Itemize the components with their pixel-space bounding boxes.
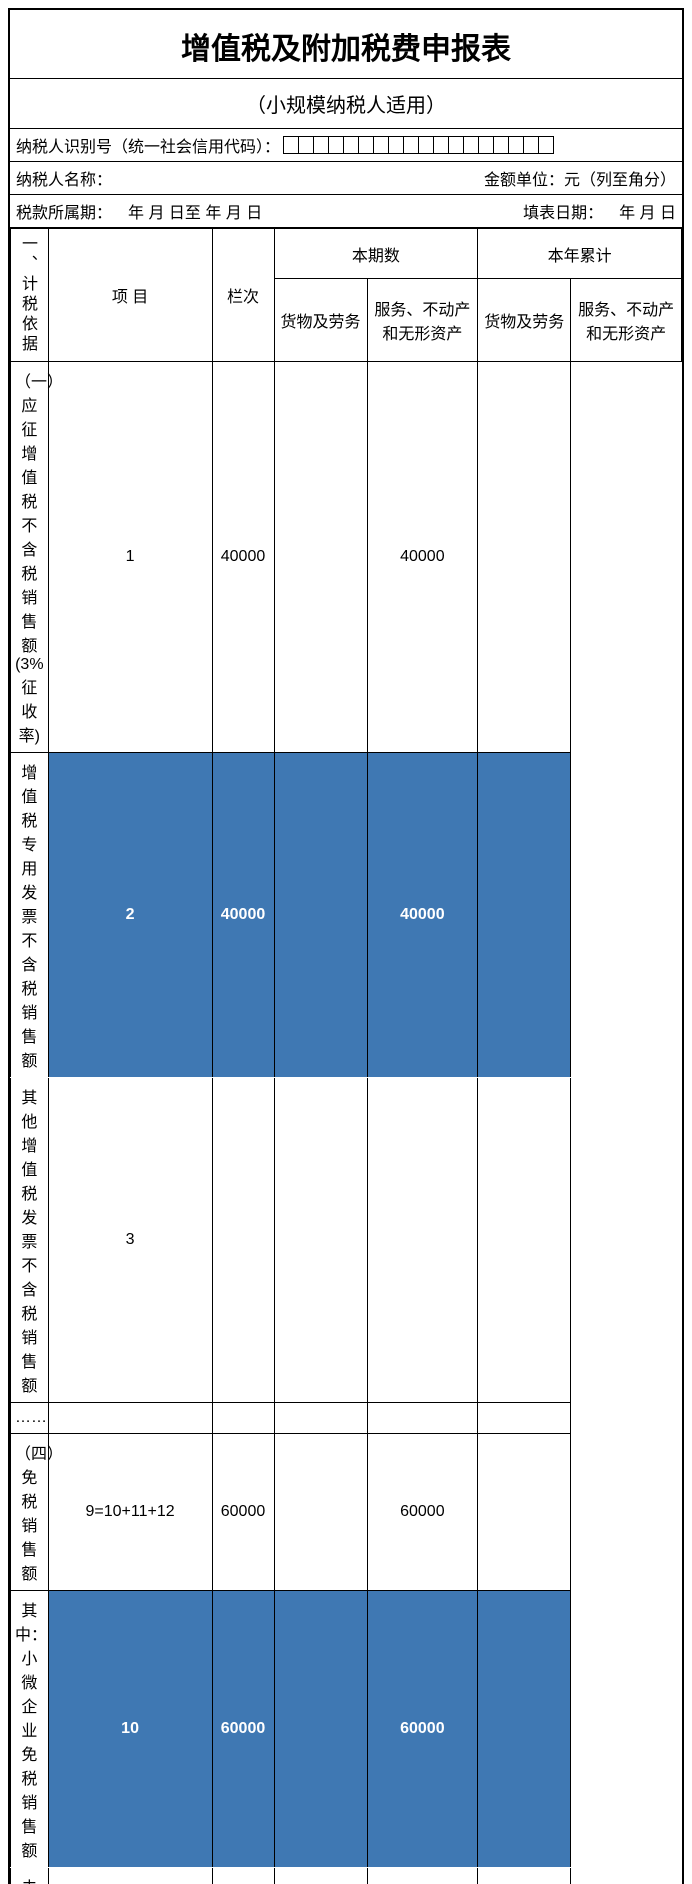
cell-ytd-services — [478, 753, 571, 1078]
header-row-1: 一、计税依据 项 目 栏次 本期数 本年累计 — [11, 229, 682, 279]
form-title: 增值税及附加税费申报表 — [10, 10, 682, 79]
declaration-form: 增值税及附加税费申报表 （小规模纳税人适用） 纳税人识别号（统一社会信用代码）：… — [8, 8, 684, 1884]
cell-ytd-services — [478, 1434, 571, 1591]
cell-ytd-services — [478, 362, 571, 753]
item-header: 项 目 — [48, 229, 212, 362]
table-row: 其中：小微企业免税销售额106000060000 — [11, 1591, 682, 1868]
services-header-1: 服务、不动产和无形资产 — [367, 279, 478, 362]
table-row: …… — [11, 1403, 682, 1434]
cell-item: …… — [11, 1403, 49, 1434]
cell-current-services — [274, 1403, 367, 1434]
cell-item: 增值税专用发票不含税销售额 — [11, 753, 49, 1078]
taxpayer-name-row: 纳税人名称： 金额单位：元（列至角分） — [10, 162, 682, 195]
period-label: 税款所属期： — [16, 199, 112, 223]
cell-current-goods — [212, 1078, 274, 1403]
cell-ytd-services — [478, 1403, 571, 1434]
cell-current-goods: 60000 — [212, 1591, 274, 1868]
table-row: （四）免税销售额9=10+11+126000060000 — [11, 1434, 682, 1591]
cell-item: 其中：小微企业免税销售额 — [11, 1591, 49, 1868]
cell-ytd-goods: 40000 — [367, 362, 478, 753]
cell-ytd-goods — [367, 1868, 478, 1884]
taxpayer-id-label: 纳税人识别号（统一社会信用代码）： — [16, 133, 280, 157]
cell-colno: 3 — [48, 1078, 212, 1403]
cell-current-goods — [212, 1403, 274, 1434]
fill-date-label: 填表日期： — [523, 199, 603, 223]
cell-current-goods: 40000 — [212, 362, 274, 753]
cell-ytd-services — [478, 1591, 571, 1868]
cell-colno — [48, 1403, 212, 1434]
cell-ytd-goods: 60000 — [367, 1434, 478, 1591]
cell-ytd-goods: 40000 — [367, 753, 478, 1078]
cell-ytd-goods — [367, 1403, 478, 1434]
period-row: 税款所属期： 年 月 日至 年 月 日 填表日期： 年 月 日 — [10, 195, 682, 228]
cell-current-services — [274, 1434, 367, 1591]
cell-current-goods — [212, 1868, 274, 1884]
cell-colno: 9=10+11+12 — [48, 1434, 212, 1591]
goods-header-2: 货物及劳务 — [478, 279, 571, 362]
current-header: 本期数 — [274, 229, 478, 279]
cell-colno: 1 — [48, 362, 212, 753]
cell-current-services — [274, 1078, 367, 1403]
cell-item: 未达起征点销售额 — [11, 1868, 49, 1884]
colno-header: 栏次 — [212, 229, 274, 362]
services-header-2: 服务、不动产和无形资产 — [571, 279, 682, 362]
cell-colno: 10 — [48, 1591, 212, 1868]
cell-current-services — [274, 1591, 367, 1868]
table-row: （一）应征增值税不含税销售额(3%征收率)14000040000 — [11, 362, 682, 753]
table-row: 增值税专用发票不含税销售额24000040000 — [11, 753, 682, 1078]
taxpayer-id-row: 纳税人识别号（统一社会信用代码）： — [10, 129, 682, 162]
cell-current-services — [274, 753, 367, 1078]
form-subtitle: （小规模纳税人适用） — [10, 79, 682, 129]
table-row: 未达起征点销售额11 — [11, 1868, 682, 1884]
cell-current-services — [274, 362, 367, 753]
cell-colno: 2 — [48, 753, 212, 1078]
currency-label: 金额单位：元（列至角分） — [484, 166, 676, 190]
period-value: 年 月 日至 年 月 日 — [128, 199, 262, 223]
ytd-header: 本年累计 — [478, 229, 682, 279]
cell-item: （四）免税销售额 — [11, 1434, 49, 1591]
cell-ytd-goods — [367, 1078, 478, 1403]
section-header: 一、计税依据 — [11, 229, 49, 362]
cell-item: （一）应征增值税不含税销售额(3%征收率) — [11, 362, 49, 753]
goods-header-1: 货物及劳务 — [274, 279, 367, 362]
cell-colno: 11 — [48, 1868, 212, 1884]
cell-ytd-services — [478, 1078, 571, 1403]
cell-current-goods: 40000 — [212, 753, 274, 1078]
table-row: 其他增值税发票不含税销售额3 — [11, 1078, 682, 1403]
table-body: （一）应征增值税不含税销售额(3%征收率)14000040000增值税专用发票不… — [11, 362, 682, 1884]
cell-current-services — [274, 1868, 367, 1884]
cell-ytd-services — [478, 1868, 571, 1884]
main-table: 一、计税依据 项 目 栏次 本期数 本年累计 货物及劳务 服务、不动产和无形资产… — [10, 228, 682, 1884]
cell-current-goods: 60000 — [212, 1434, 274, 1591]
cell-item: 其他增值税发票不含税销售额 — [11, 1078, 49, 1403]
taxpayer-id-boxes — [284, 136, 554, 154]
cell-ytd-goods: 60000 — [367, 1591, 478, 1868]
taxpayer-name-label: 纳税人名称： — [16, 166, 112, 190]
fill-date-value: 年 月 日 — [619, 199, 676, 223]
